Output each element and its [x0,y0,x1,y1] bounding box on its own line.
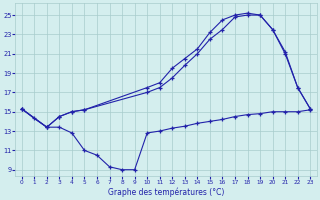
X-axis label: Graphe des températures (°C): Graphe des températures (°C) [108,187,224,197]
